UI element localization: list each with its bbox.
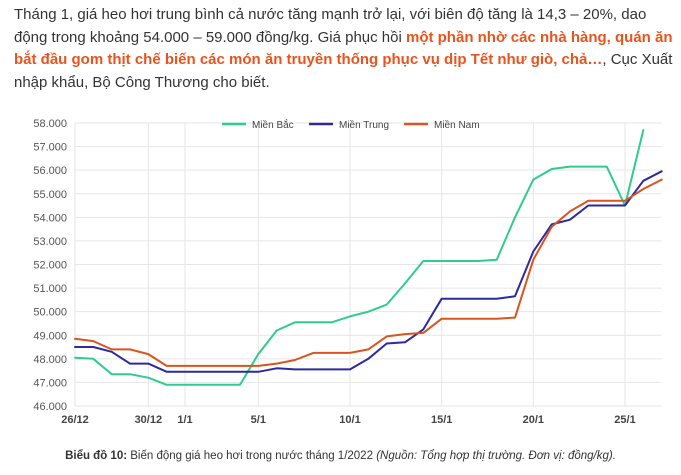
article-paragraph: Tháng 1, giá heo hơi trung bình cả nước … bbox=[14, 4, 674, 94]
x-axis-ticks: 26/12 30/12 1/1 5/1 10/1 15/1 20/1 25/1 bbox=[61, 414, 635, 426]
x-tick-label: 1/1 bbox=[177, 414, 192, 426]
x-tick-label: 5/1 bbox=[251, 414, 266, 426]
y-tick-label: 58.000 bbox=[33, 118, 67, 130]
x-tick-label: 25/1 bbox=[614, 414, 635, 426]
series-line bbox=[74, 178, 663, 367]
y-tick-label: 54.000 bbox=[33, 212, 67, 224]
article-text-part1: Tháng 1, giá heo hơi trung bình cả nước … bbox=[14, 6, 647, 46]
article-text-part2: , Cục Xuất nhập khẩu, Bộ Công Thương cho… bbox=[14, 51, 673, 91]
y-tick-label: 55.000 bbox=[33, 189, 67, 201]
y-tick-label: 49.000 bbox=[33, 330, 67, 342]
x-tick-label: 15/1 bbox=[431, 414, 452, 426]
y-tick-label: 50.000 bbox=[33, 307, 67, 319]
chart-caption: Biểu đồ 10: Biến động giá heo hơi trong … bbox=[0, 450, 681, 462]
caption-text: Biến động giá heo hơi trong nước tháng 1… bbox=[127, 450, 377, 462]
y-axis-ticks: 46.000 47.000 48.000 49.000 50.000 51.000 52.0… bbox=[33, 118, 67, 413]
x-tick-label: 10/1 bbox=[339, 414, 360, 426]
y-tick-label: 53.000 bbox=[33, 236, 67, 248]
y-tick-label: 46.000 bbox=[33, 401, 67, 413]
y-tick-label: 51.000 bbox=[33, 283, 67, 295]
article-highlight-link[interactable]: một phần nhờ các nhà hàng, quán ăn bắt đ… bbox=[14, 28, 673, 69]
x-tick-label: 26/12 bbox=[61, 414, 89, 426]
series-line bbox=[74, 170, 663, 373]
y-tick-label: 47.000 bbox=[33, 377, 67, 389]
y-tick-label: 56.000 bbox=[33, 165, 67, 177]
series-line bbox=[74, 129, 645, 386]
chart-series-lines bbox=[74, 129, 663, 386]
y-tick-label: 48.000 bbox=[33, 354, 67, 366]
caption-label: Biểu đồ 10: bbox=[65, 450, 128, 462]
legend-label: Miền Trung bbox=[339, 119, 389, 131]
price-line-chart: 46.000 47.000 48.000 49.000 50.000 51.000 52.0… bbox=[33, 118, 663, 426]
x-tick-label: 20/1 bbox=[523, 414, 544, 426]
x-tick-label: 30/12 bbox=[135, 414, 163, 426]
caption-source: (Nguồn: Tổng hợp thị trường. Đơn vị: đồn… bbox=[376, 450, 616, 462]
legend-label: Miền Bắc bbox=[252, 118, 294, 131]
legend-label: Miền Nam bbox=[434, 119, 480, 131]
chart-legend: Miền Bắc Miền Trung Miền Nam bbox=[222, 118, 480, 131]
y-tick-label: 52.000 bbox=[33, 260, 67, 272]
y-tick-label: 57.000 bbox=[33, 142, 67, 154]
